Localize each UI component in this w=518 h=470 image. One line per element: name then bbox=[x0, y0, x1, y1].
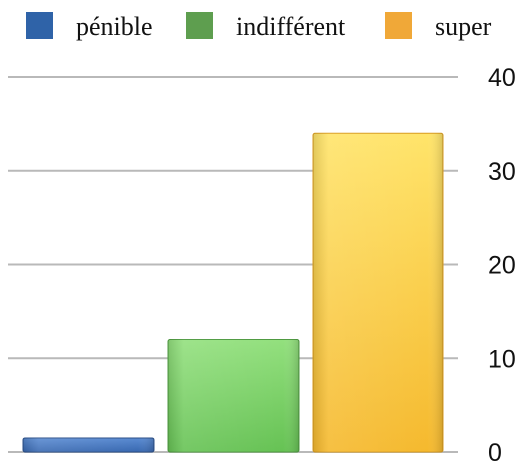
legend: pénible indifférent super bbox=[26, 12, 492, 41]
legend-label-1: pénible bbox=[76, 12, 153, 41]
legend-swatch-2 bbox=[186, 12, 213, 39]
y-tick-label-30: 30 bbox=[488, 158, 516, 186]
y-tick-label-0: 0 bbox=[488, 439, 502, 465]
legend-label-3: super bbox=[435, 12, 492, 41]
legend-label-2: indifférent bbox=[236, 12, 346, 41]
legend-swatch-3 bbox=[385, 12, 412, 39]
y-tick-label-40: 40 bbox=[488, 64, 516, 92]
legend-swatch-1 bbox=[26, 12, 53, 39]
bar-2 bbox=[167, 339, 300, 453]
bar-3 bbox=[312, 132, 444, 453]
y-axis-ticks: 0 10 20 30 40 bbox=[488, 64, 516, 467]
bars bbox=[22, 132, 444, 453]
bar-1 bbox=[22, 437, 155, 453]
y-tick-label-10: 10 bbox=[488, 345, 516, 373]
y-tick-label-20: 20 bbox=[488, 252, 516, 280]
